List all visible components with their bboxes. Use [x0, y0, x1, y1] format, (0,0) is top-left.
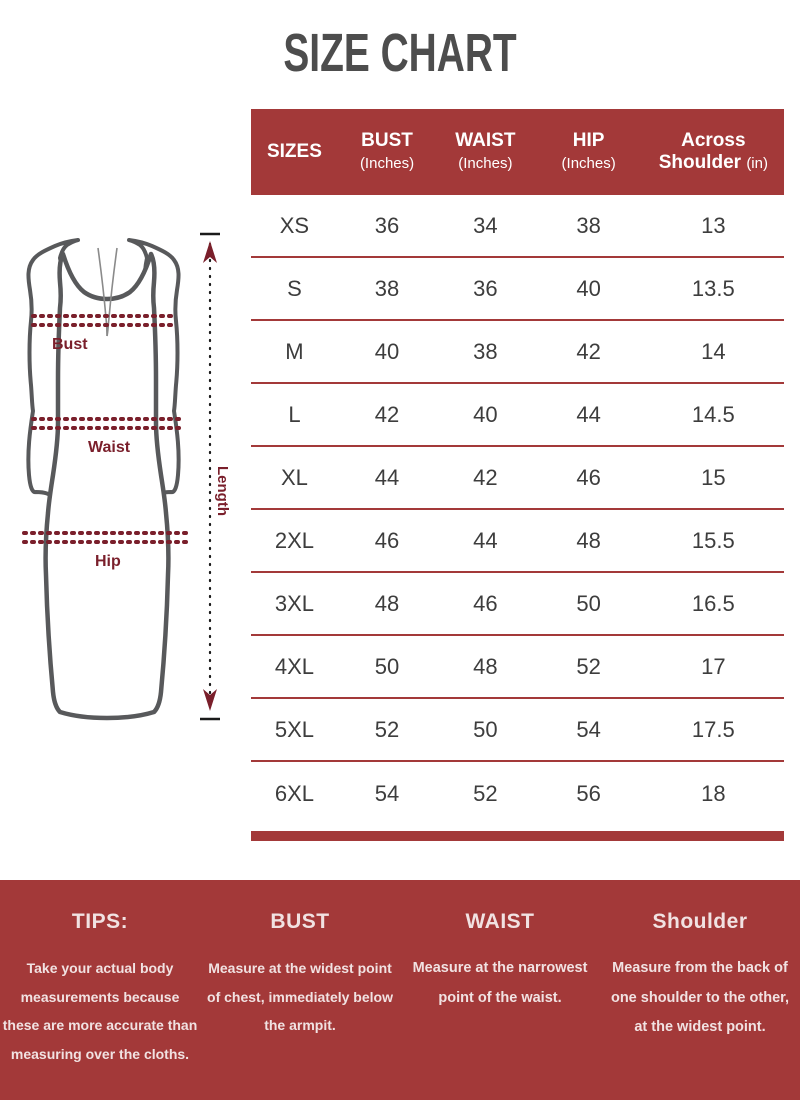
svg-text:Length: Length	[214, 466, 231, 516]
svg-text:Waist: Waist	[88, 439, 131, 456]
svg-text:Hip: Hip	[95, 553, 121, 570]
svg-text:Bust: Bust	[52, 336, 88, 353]
